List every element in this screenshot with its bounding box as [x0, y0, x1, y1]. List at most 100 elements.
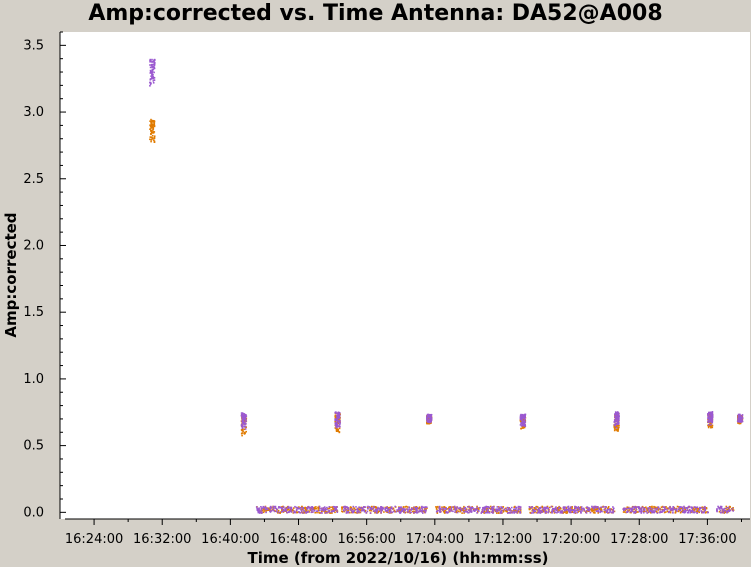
calibrator-point: [243, 421, 246, 424]
target-point: [287, 505, 290, 508]
calibrator-point: [242, 430, 244, 433]
target-point: [355, 506, 357, 508]
calibrator-point: [524, 418, 526, 421]
target-point: [393, 509, 396, 512]
target-point: [387, 510, 389, 512]
calibrator-point: [152, 132, 155, 134]
calibrator-point: [240, 429, 243, 431]
target-point: [550, 511, 552, 514]
target-point: [595, 510, 598, 513]
target-point: [285, 508, 287, 511]
target-point: [637, 511, 639, 513]
calibrator-point: [427, 422, 429, 425]
calibrator-point: [336, 416, 338, 418]
calibrator-point: [740, 420, 743, 423]
target-point: [261, 507, 263, 510]
target-point: [536, 512, 539, 514]
target-point: [410, 511, 412, 514]
target-point: [274, 510, 277, 512]
target-point: [701, 511, 704, 514]
calibrator-point: [149, 72, 152, 74]
target-point: [623, 507, 625, 509]
target-point: [513, 508, 516, 510]
target-point: [613, 510, 616, 513]
target-point: [269, 506, 271, 509]
target-point: [377, 506, 379, 509]
target-point: [684, 508, 686, 510]
target-point: [622, 511, 625, 513]
target-point: [574, 506, 576, 508]
calibrator-point: [153, 135, 156, 137]
target-point: [534, 510, 536, 513]
target-point: [664, 507, 666, 509]
target-point: [331, 507, 334, 509]
calibrator-point: [339, 419, 341, 422]
target-point: [459, 510, 461, 513]
calibrator-point: [613, 419, 616, 421]
target-point: [582, 508, 585, 510]
target-point: [455, 510, 457, 513]
target-point: [273, 510, 276, 513]
target-point: [371, 505, 373, 508]
x-tick-label: 17:28:00: [610, 532, 668, 547]
calibrator-point: [338, 412, 341, 414]
target-point: [563, 508, 566, 511]
target-point: [566, 511, 569, 513]
calibrator-point: [710, 420, 713, 423]
target-point: [495, 508, 497, 510]
target-point: [689, 508, 691, 511]
target-point: [471, 506, 474, 509]
target-point: [390, 510, 392, 512]
calibrator-point: [428, 413, 430, 416]
target-point: [675, 508, 678, 511]
target-point: [655, 506, 657, 509]
calibrator-point: [338, 417, 341, 419]
calibrator-point: [151, 68, 154, 71]
calibrator-point: [151, 123, 154, 126]
target-point: [443, 508, 446, 510]
target-point: [454, 507, 457, 509]
target-point: [392, 507, 395, 510]
target-point: [260, 506, 262, 508]
target-point: [484, 509, 486, 511]
target-point: [367, 508, 369, 510]
calibrator-point: [617, 427, 620, 429]
target-point: [591, 510, 593, 513]
target-point: [379, 507, 382, 510]
target-point: [518, 508, 520, 511]
target-point: [533, 507, 535, 509]
calibrator-point: [334, 418, 336, 420]
target-point: [472, 508, 475, 511]
x-tick-label: 16:56:00: [337, 532, 395, 547]
calibrator-point: [243, 423, 245, 425]
calibrator-point: [738, 420, 741, 423]
target-point: [370, 509, 372, 512]
target-point: [483, 512, 485, 514]
calibrator-point: [338, 425, 340, 427]
target-point: [637, 506, 639, 508]
target-point: [313, 507, 316, 509]
x-tick-label: 16:32:00: [133, 532, 191, 547]
target-point: [490, 508, 492, 511]
calibrator-point: [153, 123, 156, 126]
calibrator-point: [426, 418, 428, 421]
target-point: [289, 508, 291, 511]
target-point: [554, 507, 557, 509]
target-point: [456, 511, 459, 514]
target-point: [612, 512, 614, 514]
target-point: [278, 511, 280, 514]
target-point: [603, 508, 605, 511]
target-point: [673, 508, 676, 511]
target-point: [592, 508, 595, 510]
target-point: [374, 511, 377, 513]
target-point: [572, 511, 575, 514]
target-point: [312, 508, 315, 510]
target-point: [280, 511, 282, 513]
target-point: [650, 506, 653, 508]
target-point: [588, 509, 590, 512]
target-point: [371, 508, 374, 510]
calibrator-point: [614, 417, 617, 419]
target-point: [703, 511, 705, 514]
target-point: [671, 507, 673, 510]
calibrator-point: [336, 428, 339, 430]
